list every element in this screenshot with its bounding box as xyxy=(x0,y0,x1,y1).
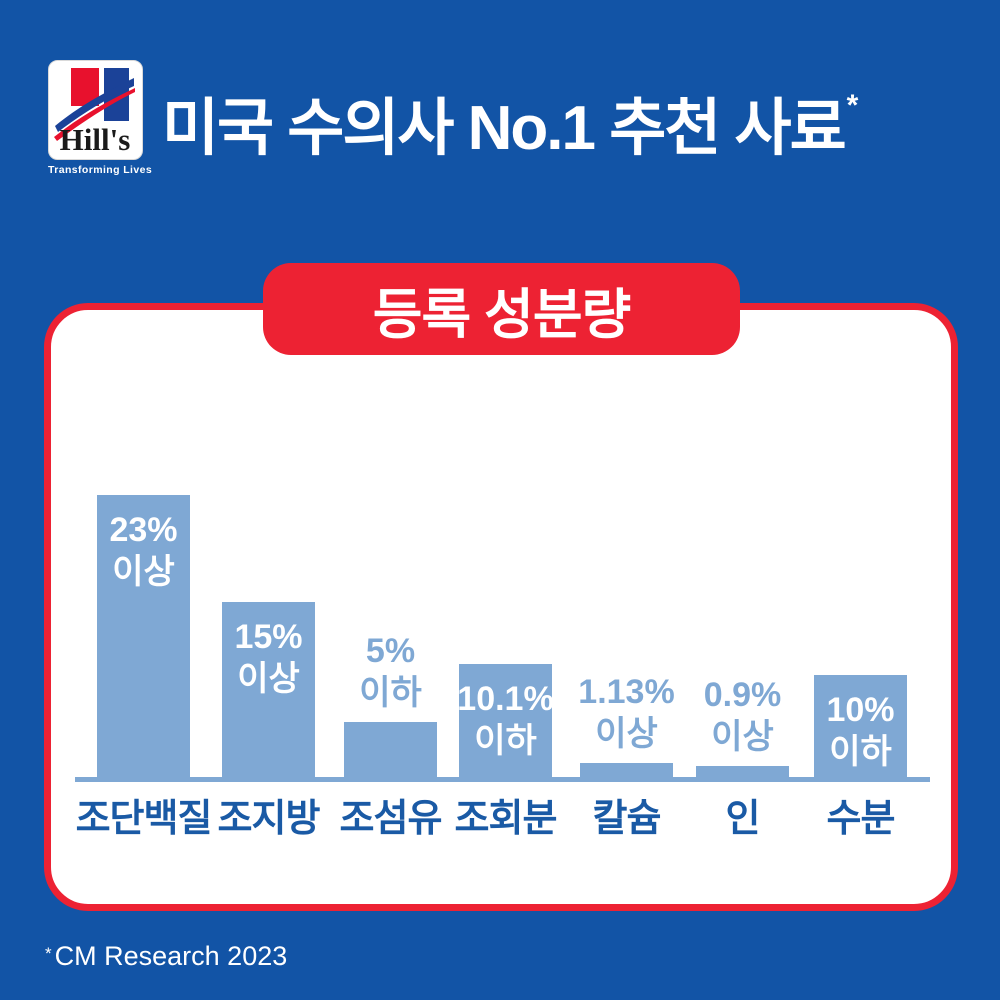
bar-value-line: 이상 xyxy=(112,553,175,591)
bar-value-line: 이하 xyxy=(474,722,537,760)
bar-value-line: 10.1% xyxy=(457,680,554,718)
bar-value-line: 이하 xyxy=(829,733,892,771)
bar-인 xyxy=(696,766,789,777)
logo-tagline: Transforming Lives xyxy=(48,164,153,176)
category-label-조섬유: 조섬유 xyxy=(339,798,443,840)
hills-logo: Hill's Transforming Lives xyxy=(48,60,153,182)
chart-baseline xyxy=(75,777,930,782)
bar-value-label-인: 0.9% 이상 xyxy=(668,674,818,758)
bar-value-line: 10% xyxy=(826,691,895,729)
bar-value-label-조회분: 10.1% 이하 xyxy=(431,678,581,762)
hills-logo-icon: Hill's xyxy=(48,60,143,160)
category-label-조단백질: 조단백질 xyxy=(75,798,213,840)
bar-value-line: 0.9% xyxy=(703,676,782,714)
bar-value-line: 이상 xyxy=(595,715,658,753)
bar-value-label-조단백질: 23% 이상 xyxy=(69,509,219,593)
bar-value-label-수분: 10% 이하 xyxy=(786,689,936,773)
source-footnote: * CM Research 2023 xyxy=(45,941,287,972)
category-label-조지방: 조지방 xyxy=(217,798,321,840)
bar-value-line: 5% xyxy=(365,632,416,670)
page-title-text: 미국 수의사 No.1 추천 사료 xyxy=(162,94,847,163)
bar-value-line: 1.13% xyxy=(578,673,675,711)
category-label-조회분: 조회분 xyxy=(454,798,558,840)
footnote-asterisk: * xyxy=(45,944,52,963)
bar-value-line: 이하 xyxy=(359,674,422,712)
page-title: 미국 수의사 No.1 추천 사료 * xyxy=(162,80,972,164)
bar-value-line: 15% xyxy=(234,618,303,656)
bar-value-line: 23% xyxy=(109,511,178,549)
bar-value-label-조섬유: 5% 이하 xyxy=(316,630,466,714)
bar-조회분 xyxy=(459,664,552,777)
chart-title-text: 등록 성분량 xyxy=(372,284,631,345)
bar-조지방 xyxy=(222,602,315,777)
bar-value-line: 이상 xyxy=(237,660,300,698)
bar-조섬유 xyxy=(344,722,437,777)
footnote-source-text: CM Research 2023 xyxy=(54,941,288,971)
bar-value-label-칼슘: 1.13% 이상 xyxy=(552,671,702,755)
logo-brand-text: Hill's xyxy=(60,122,131,157)
bar-칼슘 xyxy=(580,763,673,777)
chart-title-badge: 등록 성분량 xyxy=(263,263,740,355)
category-label-수분: 수분 xyxy=(826,798,896,840)
category-label-인: 인 xyxy=(725,798,761,840)
bar-수분 xyxy=(814,675,907,777)
bar-value-label-조지방: 15% 이상 xyxy=(194,616,344,700)
bar-조단백질 xyxy=(97,495,190,777)
bar-value-line: 이상 xyxy=(711,718,774,756)
category-label-칼슘: 칼슘 xyxy=(592,798,662,840)
